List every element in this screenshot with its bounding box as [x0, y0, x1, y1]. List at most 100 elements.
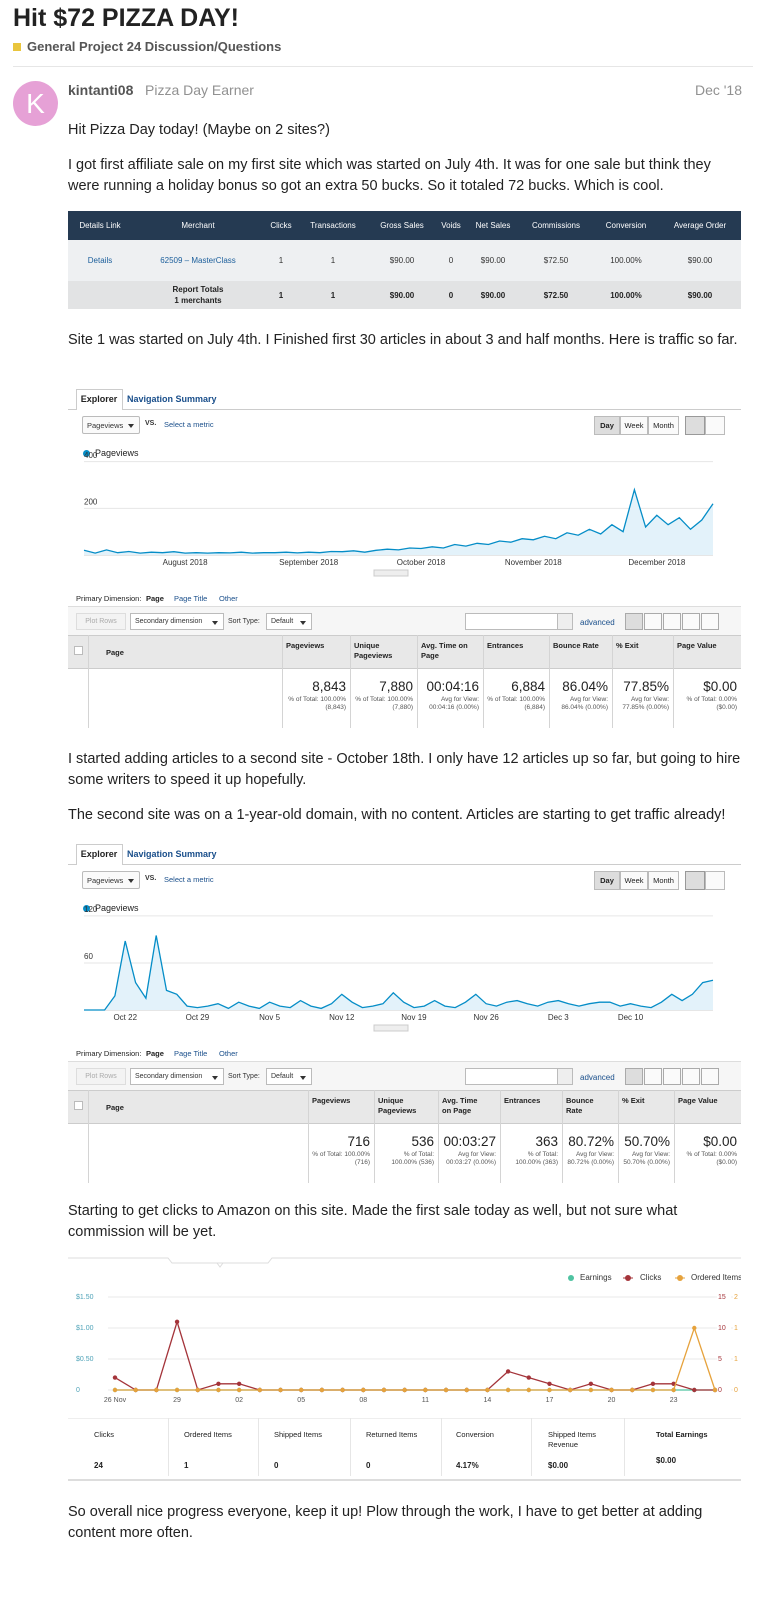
view-toggle[interactable] — [663, 613, 681, 630]
point — [402, 1387, 407, 1393]
dimension-option[interactable]: Page Title — [174, 594, 208, 603]
column-header[interactable]: Pageviews — [312, 1096, 351, 1105]
user-title: Pizza Day Earner — [145, 82, 254, 98]
period-button[interactable] — [648, 871, 679, 890]
column-header[interactable]: Page Value — [678, 1096, 718, 1105]
y-tick-label: 1 — [734, 1356, 738, 1363]
dimension-option[interactable]: Page Title — [174, 1049, 208, 1058]
column-header[interactable]: Avg. Time on Page — [421, 641, 468, 660]
period-button[interactable] — [648, 416, 679, 435]
search-button[interactable] — [557, 613, 573, 630]
dimension-label: Primary Dimension: — [76, 594, 142, 603]
column-header[interactable]: Page Value — [677, 641, 717, 650]
tab[interactable] — [76, 389, 123, 410]
x-tick-label: Nov 12 — [329, 1013, 355, 1022]
totals-cell: 1 — [278, 291, 284, 300]
category-name[interactable]: General Project 24 Discussion/Questions — [27, 39, 282, 54]
checkbox[interactable] — [74, 1101, 83, 1110]
point — [443, 1387, 449, 1393]
x-tick-label: Nov 5 — [259, 1013, 280, 1022]
y-tick-label: 120 — [84, 905, 98, 914]
view-toggle[interactable] — [682, 1068, 700, 1085]
period-button[interactable] — [594, 871, 620, 890]
view-toggle[interactable] — [701, 1068, 719, 1085]
metric-dropdown[interactable] — [82, 416, 140, 434]
tab-label[interactable]: Navigation Summary — [127, 394, 217, 404]
column-header[interactable]: Unique Pageviews — [378, 1096, 417, 1115]
period-label[interactable]: Week — [624, 421, 644, 430]
view-toggle[interactable] — [625, 1068, 643, 1085]
period-label[interactable]: Day — [600, 876, 614, 885]
sort-dropdown[interactable] — [266, 613, 312, 630]
search-button[interactable] — [557, 1068, 573, 1085]
point — [692, 1387, 697, 1393]
chart-toggle[interactable] — [705, 871, 725, 890]
period-button[interactable] — [594, 416, 620, 435]
column-header[interactable]: Page — [106, 648, 124, 657]
link[interactable]: Select a metric — [164, 420, 214, 429]
table-cell[interactable]: 62509 – MasterClass — [160, 256, 236, 265]
tab-label[interactable]: Explorer — [80, 394, 118, 404]
tab[interactable] — [76, 844, 123, 865]
x-tick-label: Dec 10 — [618, 1013, 644, 1022]
dimension-option[interactable]: Other — [219, 1049, 238, 1058]
post-date[interactable]: Dec '18 — [694, 82, 742, 98]
chart-toggle[interactable] — [705, 416, 725, 435]
secondary-dropdown[interactable] — [130, 613, 224, 630]
link[interactable]: Select a metric — [164, 875, 214, 884]
totals-cell: 0 — [448, 291, 454, 300]
chart-toggle[interactable] — [685, 871, 705, 890]
column-header[interactable]: Bounce Rate — [553, 641, 599, 650]
tab-label[interactable]: Explorer — [80, 849, 118, 859]
link[interactable]: advanced — [580, 618, 615, 627]
view-toggle[interactable] — [663, 1068, 681, 1085]
column-header[interactable]: Pageviews — [286, 641, 325, 650]
column-header[interactable]: % Exit — [616, 641, 639, 650]
total-note: % of Total: 100.00% (716) — [312, 1151, 370, 1166]
column-header[interactable]: % Exit — [622, 1096, 645, 1105]
y-tick-label: 0 — [734, 1387, 738, 1394]
link[interactable]: advanced — [580, 1073, 615, 1082]
view-toggle[interactable] — [644, 1068, 662, 1085]
total-value: 536 — [411, 1134, 434, 1149]
column-border — [500, 1090, 501, 1183]
dimension-option[interactable]: Other — [219, 594, 238, 603]
x-tick-label: 02 — [235, 1397, 243, 1404]
secondary-dropdown[interactable] — [130, 1068, 224, 1085]
avatar[interactable]: K — [13, 81, 58, 126]
scroll-handle — [373, 569, 409, 577]
period-button[interactable] — [620, 871, 648, 890]
topic-title[interactable]: Hit $72 PIZZA DAY! — [13, 4, 239, 32]
checkbox[interactable] — [74, 646, 83, 655]
period-label[interactable]: Month — [653, 421, 674, 430]
column-border — [618, 1090, 619, 1183]
area — [84, 935, 713, 1010]
period-label[interactable]: Month — [653, 876, 674, 885]
table-cell[interactable]: Details — [87, 256, 113, 265]
view-toggle[interactable] — [644, 613, 662, 630]
metric-dropdown[interactable] — [82, 871, 140, 889]
separator — [68, 606, 741, 607]
view-toggle[interactable] — [682, 613, 700, 630]
plot-rows-button — [76, 613, 126, 630]
line — [83, 487, 714, 554]
line — [114, 1319, 715, 1391]
period-label[interactable]: Week — [624, 876, 644, 885]
y-tick-label: 60 — [84, 952, 93, 961]
period-label[interactable]: Day — [600, 421, 614, 430]
sort-dropdown[interactable] — [266, 1068, 312, 1085]
column-header[interactable]: Unique Pageviews — [354, 641, 393, 660]
view-toggle[interactable] — [701, 613, 719, 630]
column-header[interactable]: Entrances — [487, 641, 524, 650]
view-toggle[interactable] — [625, 613, 643, 630]
period-button[interactable] — [620, 416, 648, 435]
column-header[interactable]: Bounce Rate — [566, 1096, 594, 1115]
column-header[interactable]: Avg. Time on Page — [442, 1096, 478, 1115]
tab-label[interactable]: Navigation Summary — [127, 849, 217, 859]
username[interactable]: kintanti08 — [68, 82, 134, 98]
x-tick-label: November 2018 — [505, 558, 562, 567]
column-header[interactable]: Entrances — [504, 1096, 541, 1105]
column-header[interactable]: Page — [106, 1103, 124, 1112]
chart-toggle[interactable] — [685, 416, 705, 435]
